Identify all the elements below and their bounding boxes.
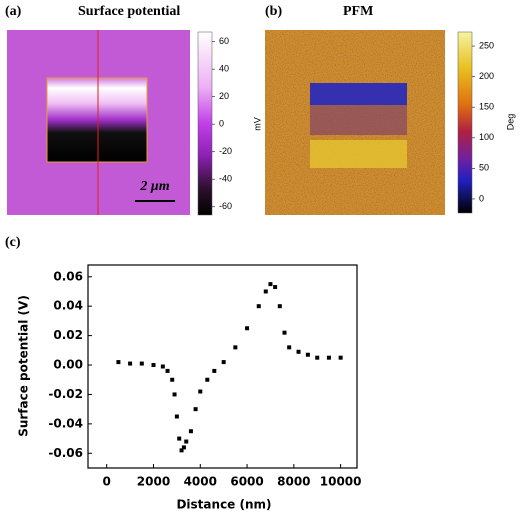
y-axis-label: Surface potential (V): [17, 295, 31, 437]
data-point: [305, 352, 310, 357]
x-tick-label: 2000: [137, 475, 170, 489]
data-point: [188, 429, 193, 434]
data-point: [315, 355, 320, 360]
colorbar-tick-label: -60: [219, 201, 232, 211]
colorbar-unit: mV: [252, 117, 262, 131]
panel-label: (a): [5, 4, 22, 19]
y-tick-label: 0.04: [53, 299, 83, 313]
colorbar-tick-label: 250: [479, 40, 494, 50]
x-tick-label: 4000: [184, 475, 217, 489]
data-point: [282, 330, 287, 335]
y-tick-label: 0.00: [53, 358, 83, 372]
scale-bar-label: 2 μm: [139, 179, 169, 194]
sp-square: [47, 78, 147, 162]
data-point: [233, 345, 238, 350]
plot-frame: [87, 264, 358, 469]
colorbar-tick-label: 200: [479, 71, 494, 81]
data-point: [181, 445, 186, 450]
data-point: [128, 361, 133, 366]
panel-label: (b): [265, 4, 282, 19]
pfm-blue-domain: [310, 83, 407, 105]
x-tick-label: 0: [103, 475, 111, 489]
data-point: [160, 364, 165, 369]
colorbar-tick-label: 0: [219, 119, 224, 129]
data-point: [212, 368, 217, 373]
colorbar-tick-label: -20: [219, 146, 232, 156]
data-point: [326, 355, 331, 360]
data-point: [221, 360, 226, 365]
x-tick-label: 8000: [277, 475, 310, 489]
data-point: [205, 377, 210, 382]
data-point: [151, 363, 156, 368]
data-point: [193, 407, 198, 412]
pfm-yellow-domain: [310, 140, 407, 168]
data-point: [277, 304, 282, 309]
data-point: [296, 349, 301, 354]
data-point: [170, 377, 175, 382]
panel-title: Surface potential: [78, 4, 180, 19]
data-point: [256, 304, 261, 309]
colorbar-tick-label: 100: [479, 132, 494, 142]
data-point: [268, 282, 273, 287]
y-tick-label: -0.04: [48, 416, 83, 430]
data-point: [287, 345, 292, 350]
colorbar-tick-label: -40: [219, 174, 232, 184]
panel-title: PFM: [343, 4, 373, 19]
data-point: [172, 392, 177, 397]
sp-square-border: [46, 77, 148, 163]
colorbar: [457, 31, 473, 214]
colorbar-tick-label: 20: [219, 91, 229, 101]
data-point: [174, 414, 179, 419]
data-point: [177, 436, 182, 441]
data-point: [184, 439, 189, 444]
x-tick-label: 10000: [320, 475, 362, 489]
colorbar-unit: Deg: [505, 114, 515, 131]
data-point: [139, 361, 144, 366]
data-point: [165, 368, 170, 373]
colorbar-tick-label: 60: [219, 36, 229, 46]
colorbar: [197, 31, 213, 216]
y-tick-label: -0.06: [48, 446, 83, 460]
colorbar-tick-label: 150: [479, 102, 494, 112]
data-point: [245, 326, 250, 331]
data-point: [116, 360, 121, 365]
y-tick-label: 0.06: [53, 269, 83, 283]
colorbar-tick-label: 0: [479, 193, 484, 203]
x-axis-label: Distance (nm): [176, 498, 271, 512]
data-point: [198, 389, 203, 394]
data-point: [179, 448, 184, 453]
data-point: [263, 289, 268, 294]
colorbar-tick-label: 40: [219, 64, 229, 74]
x-tick-label: 6000: [230, 475, 263, 489]
data-point: [338, 355, 343, 360]
y-tick-label: 0.02: [53, 328, 83, 342]
panel-label: (c): [5, 235, 21, 250]
y-tick-label: -0.02: [48, 387, 83, 401]
pfm-mixed-domain: [310, 105, 407, 135]
data-point: [273, 285, 278, 290]
colorbar-tick-label: 50: [479, 163, 489, 173]
